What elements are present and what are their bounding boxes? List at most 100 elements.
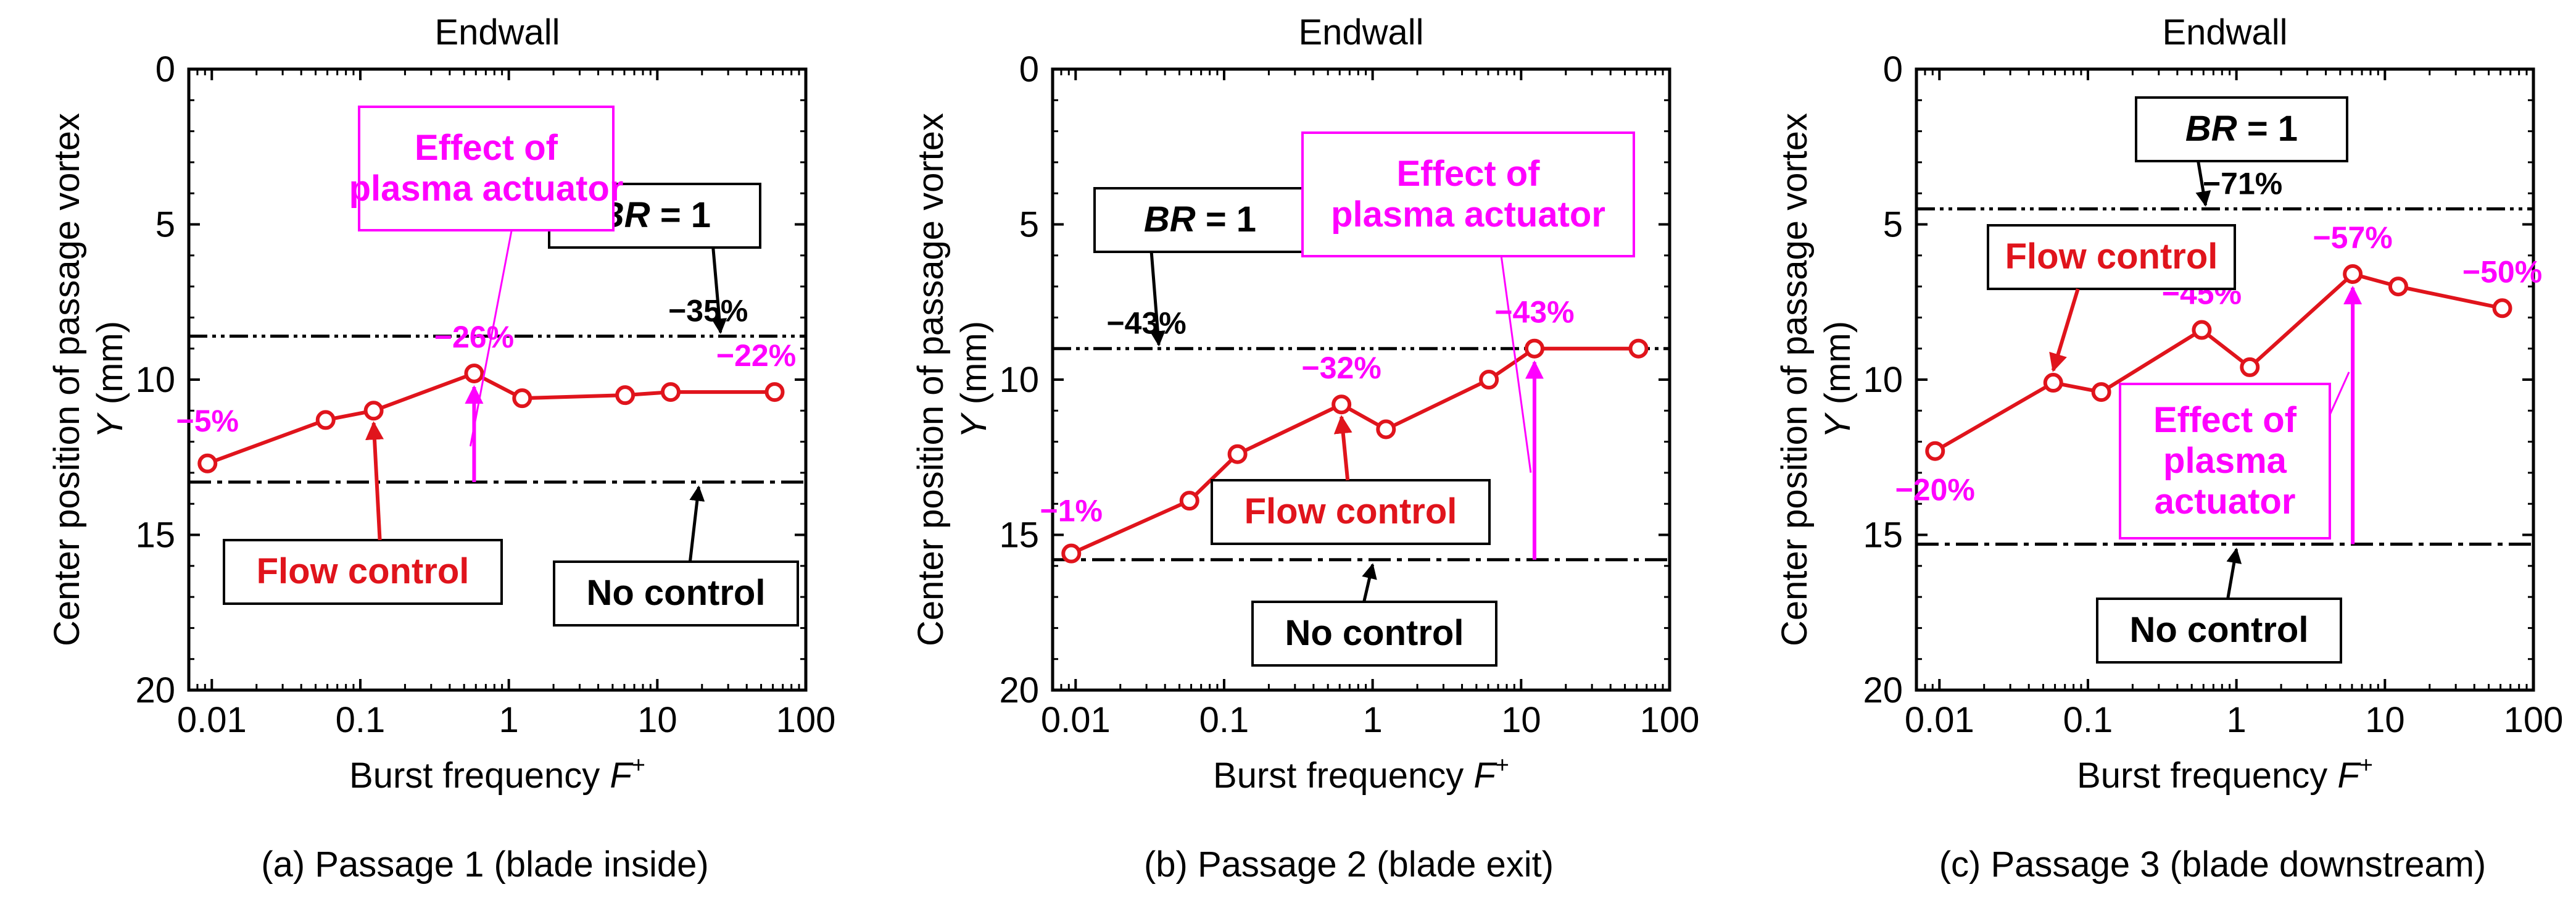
percent-label: −50%	[2462, 254, 2542, 289]
y-axis-label: Center position of passage vortex Y (mm)	[911, 113, 994, 646]
x-tick-label: 0.01	[177, 700, 247, 740]
flow-control-label: Flow control	[1245, 491, 1457, 531]
data-point	[315, 410, 336, 430]
percent-label: −35%	[668, 294, 748, 328]
x-tick-label: 100	[776, 700, 836, 740]
y-tick-label: 15	[1863, 515, 1903, 556]
y-tick-label: 10	[999, 360, 1039, 400]
flow-control-label: Flow control	[257, 551, 470, 591]
x-axis-label: Burst frequency F+	[349, 752, 645, 796]
x-axis-label: Burst frequency F+	[2077, 752, 2373, 796]
y-tick-label: 20	[999, 670, 1039, 710]
br1-arrow	[2195, 160, 2211, 207]
y-tick-label: 5	[1019, 205, 1039, 245]
y-tick-label: 0	[1883, 49, 1903, 90]
y-axis-label-line2: Y (mm)	[954, 321, 994, 438]
no-control-label: No control	[2130, 610, 2309, 650]
data-point	[464, 363, 484, 383]
data-point	[2240, 357, 2260, 377]
data-point	[1061, 543, 1082, 564]
effect-label: actuator	[2155, 481, 2296, 522]
panel-caption: (c) Passage 3 (blade downstream)	[1939, 844, 2487, 885]
data-point	[615, 385, 636, 406]
panel-caption: (b) Passage 2 (blade exit)	[1144, 844, 1554, 885]
x-tick-label: 1	[499, 700, 519, 740]
data-point	[660, 382, 681, 402]
flow-control-arrow	[365, 421, 384, 541]
no-control-box	[553, 560, 799, 627]
effect-box	[1301, 131, 1635, 257]
no-control-label: No control	[587, 573, 766, 613]
effect-label: Effect of	[2153, 400, 2297, 440]
y-axis-label: Center position of passage vortex Y (mm)	[1775, 113, 1858, 646]
effect-label: Effect of	[415, 128, 558, 168]
percent-label: −22%	[716, 338, 796, 373]
x-tick-label: 0.1	[2063, 700, 2113, 740]
top-label: Endwall	[1298, 12, 1423, 52]
effect-leader	[469, 230, 513, 447]
x-tick-label: 10	[2365, 700, 2405, 740]
y-axis-label-line1: Center position of passage vortex	[1775, 113, 1815, 646]
flow-control-box	[1211, 479, 1491, 545]
x-tick-label: 0.1	[1199, 700, 1249, 740]
flow-control-label: Flow control	[2005, 236, 2218, 277]
data-point	[1479, 370, 1499, 389]
no-control-label: No control	[1285, 613, 1464, 653]
y-tick-label: 10	[1863, 360, 1903, 400]
x-tick-label: 10	[637, 700, 677, 740]
x-tick-label: 0.1	[336, 700, 386, 740]
x-tick-label: 1	[2227, 700, 2247, 740]
no-control-arrow	[2226, 548, 2242, 599]
percent-label: −57%	[2313, 220, 2392, 255]
no-control-box	[1251, 601, 1497, 667]
data-point	[1524, 338, 1544, 359]
br1-arrow	[1149, 251, 1166, 347]
effect-label: plasma actuator	[349, 169, 624, 209]
no-control-arrow	[688, 485, 705, 562]
x-tick-label: 100	[1640, 700, 1700, 740]
data-point	[363, 401, 384, 421]
y-tick-label: 20	[135, 670, 175, 710]
data-point	[1227, 444, 1248, 464]
y-tick-label: 15	[135, 515, 175, 556]
no-control-arrow	[1362, 563, 1377, 602]
series-line	[207, 371, 775, 465]
y-tick-label: 10	[135, 360, 175, 400]
y-axis-label-line1: Center position of passage vortex	[911, 113, 951, 646]
y-axis-label: Center position of passage vortex Y (mm)	[47, 113, 130, 646]
data-point	[1925, 441, 1945, 461]
y-axis-label-line2: Y (mm)	[1818, 321, 1858, 438]
x-tick-label: 100	[2504, 700, 2564, 740]
no-control-box	[2096, 598, 2342, 664]
x-tick-label: 0.01	[1905, 700, 1974, 740]
panel-1: 0 5 10 15 200.01 0.1 1 10 100 Endwall Burst freque…	[47, 12, 835, 885]
y-axis-label-line2: Y (mm)	[90, 321, 130, 438]
data-point	[2388, 277, 2408, 297]
flow-control-box	[1987, 224, 2236, 290]
percent-label: −1%	[1040, 494, 1103, 528]
data-point	[2091, 382, 2111, 402]
y-tick-label: 15	[999, 515, 1039, 556]
effect-label: Effect of	[1397, 154, 1541, 194]
percent-label: −71%	[2203, 166, 2282, 201]
effect-label: plasma actuator	[1331, 194, 1605, 235]
flow-control-box	[223, 539, 503, 605]
data-point	[764, 382, 785, 402]
data-point	[2192, 320, 2212, 340]
y-axis-label-line1: Center position of passage vortex	[47, 113, 87, 646]
flow-control-arrow	[1333, 415, 1352, 481]
data-point	[1179, 491, 1199, 511]
br1-label: BR = 1	[2185, 109, 2298, 149]
x-tick-label: 0.01	[1041, 700, 1111, 740]
br1-label: BR = 1	[1144, 199, 1256, 239]
top-label: Endwall	[434, 12, 560, 52]
effect-box	[2119, 383, 2331, 539]
data-point	[512, 388, 532, 409]
panel-2: 0 5 10 15 200.01 0.1 1 10 100 Endwall Burst freque…	[911, 12, 1699, 885]
percent-label: −26%	[434, 320, 514, 354]
effect-leader	[1500, 256, 1532, 473]
data-point	[2492, 298, 2512, 319]
data-point	[1331, 394, 1352, 415]
flow-control-arrow	[2049, 288, 2080, 372]
